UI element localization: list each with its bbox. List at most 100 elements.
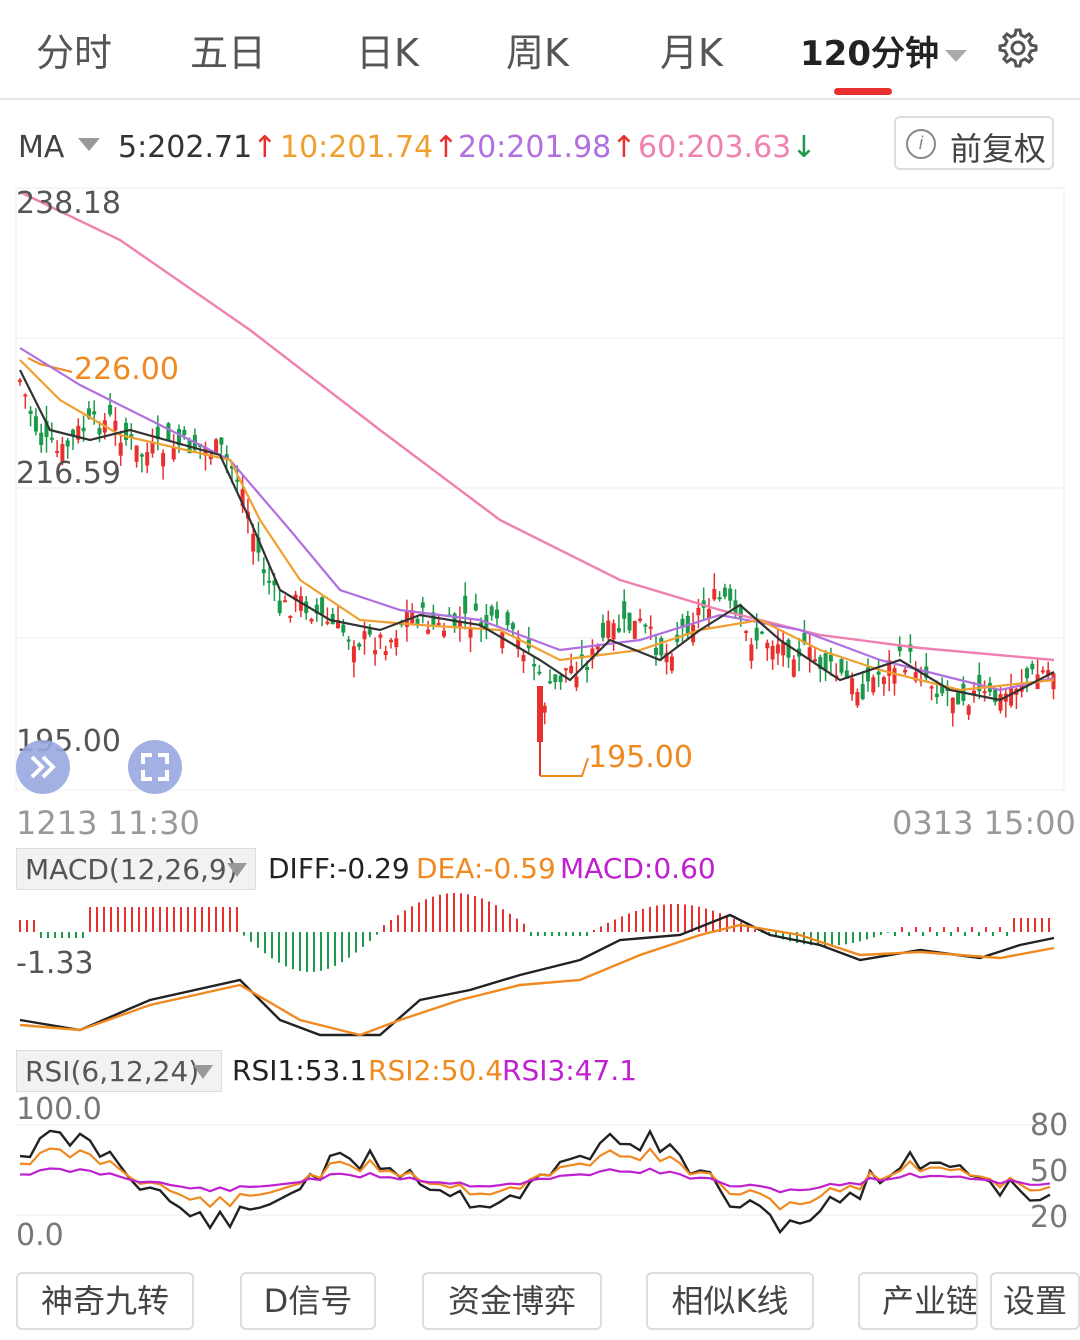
- x-axis-end: 0313 15:00: [892, 804, 1076, 842]
- candle-body: [516, 637, 521, 650]
- candle-body: [293, 594, 298, 601]
- candle-body: [526, 639, 531, 649]
- candle-body: [881, 677, 886, 685]
- candle-body: [298, 596, 303, 611]
- candle-body: [521, 655, 526, 662]
- candle-body: [855, 692, 860, 706]
- tab-monthly-k[interactable]: 月K: [660, 31, 723, 75]
- candle-body: [972, 690, 976, 695]
- ma-dropdown-icon[interactable]: [78, 138, 100, 151]
- expand-left-button[interactable]: [16, 740, 70, 794]
- candle-body: [834, 675, 839, 678]
- candle-body: [1030, 663, 1035, 670]
- macd-dea: DEA:-0.59: [416, 852, 556, 885]
- candle-body: [950, 697, 955, 714]
- candle-body: [452, 613, 457, 629]
- candle-body: [484, 614, 489, 628]
- price-axis-mid: 216.59: [16, 456, 121, 491]
- ma10-line: [19, 359, 1055, 692]
- candle-body: [606, 620, 611, 638]
- candle-body: [150, 442, 155, 454]
- candle-body: [929, 686, 934, 689]
- candle-body: [680, 618, 685, 628]
- fullscreen-button[interactable]: [128, 740, 182, 794]
- macd-selector[interactable]: MACD(12,26,9): [16, 848, 256, 890]
- candle-body: [908, 644, 913, 652]
- candle-body: [1009, 688, 1014, 706]
- candle-body: [632, 620, 637, 639]
- candle-body: [325, 621, 330, 624]
- candle-body: [272, 580, 277, 586]
- rsi-axis-top: 100.0: [16, 1092, 102, 1127]
- candle-body: [828, 654, 833, 662]
- candle-body: [919, 679, 923, 682]
- candle-body: [961, 683, 966, 701]
- candle-body: [346, 639, 351, 642]
- candle-body: [256, 537, 261, 553]
- candle-body: [192, 434, 197, 450]
- tab-120-minute[interactable]: 120分钟: [800, 26, 967, 75]
- candle-body: [707, 609, 711, 618]
- candle-body: [749, 644, 754, 661]
- gear-icon[interactable]: [996, 26, 1040, 70]
- magic-nine-button[interactable]: 神奇九转: [16, 1272, 194, 1330]
- candle-body: [410, 610, 415, 624]
- rsi-axis-bottom: 0.0: [16, 1218, 64, 1253]
- candle-body: [394, 638, 399, 648]
- candle-body: [134, 445, 139, 462]
- settings-button[interactable]: 设置: [990, 1272, 1080, 1330]
- candle-body: [404, 611, 409, 627]
- candle-body: [166, 423, 171, 440]
- info-icon: i: [906, 129, 936, 159]
- candle-body: [595, 644, 600, 650]
- candle-body: [770, 645, 775, 660]
- candle-body: [71, 429, 75, 436]
- candle-body: [182, 429, 187, 436]
- similar-kline-button[interactable]: 相似K线: [646, 1272, 814, 1330]
- candle-body: [712, 589, 717, 600]
- candle-body: [208, 454, 213, 460]
- tab-intraday[interactable]: 分时: [36, 31, 113, 75]
- tab-five-day[interactable]: 五日: [190, 31, 267, 75]
- candle-body: [463, 595, 468, 614]
- candle-body: [548, 681, 552, 684]
- d-signal-button[interactable]: D信号: [240, 1272, 376, 1330]
- candle-body: [76, 425, 81, 440]
- candle-body: [261, 569, 266, 574]
- rsi-selector[interactable]: RSI(6,12,24): [16, 1050, 222, 1092]
- candle-body: [728, 588, 733, 601]
- low-price-label: 195.00: [588, 740, 693, 775]
- candle-body: [685, 615, 690, 634]
- adjust-mode-label: 前复权: [950, 130, 1047, 168]
- candle-body: [638, 618, 643, 621]
- candle-body: [495, 609, 499, 619]
- candle-body: [738, 605, 743, 618]
- candle-body: [887, 660, 892, 676]
- candle-body: [648, 626, 653, 629]
- tab-weekly-k[interactable]: 周K: [506, 31, 569, 75]
- candle-body: [866, 667, 870, 682]
- candle-body: [44, 420, 49, 438]
- candle-body: [998, 694, 1003, 711]
- candle-body: [977, 674, 982, 692]
- capital-game-button[interactable]: 资金博弈: [422, 1272, 602, 1330]
- candle-body: [447, 614, 452, 617]
- candle-body: [542, 705, 547, 713]
- candle-body: [457, 621, 462, 628]
- adjust-mode-button[interactable]: i 前复权: [894, 116, 1054, 170]
- candle-body: [351, 646, 356, 663]
- candle-body: [426, 629, 431, 634]
- ma-legend: MA 5:202.71↑ 10:201.74↑ 20:201.98↑ 60:20…: [0, 120, 1080, 174]
- candle-body: [1025, 668, 1029, 679]
- tab-daily-k[interactable]: 日K: [356, 31, 419, 75]
- ma-label[interactable]: MA: [18, 130, 65, 165]
- candle-body: [336, 620, 340, 629]
- candle-body: [468, 628, 473, 638]
- candle-body: [420, 602, 425, 608]
- candle-body: [569, 665, 574, 674]
- candle-body: [362, 631, 367, 640]
- candle-body: [230, 465, 234, 469]
- industry-chain-button[interactable]: 产业链: [858, 1272, 978, 1330]
- candle-body: [399, 621, 404, 626]
